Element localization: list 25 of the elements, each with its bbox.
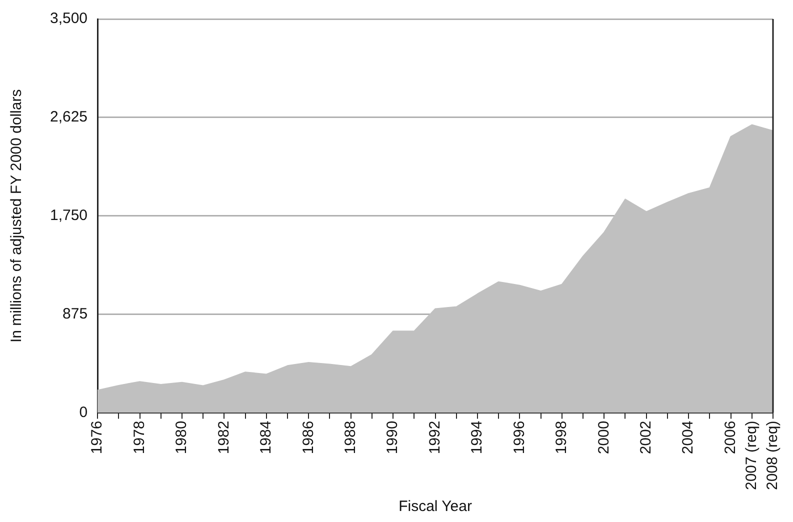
x-tick-label: 1992 xyxy=(426,420,444,454)
x-tick-label: 1996 xyxy=(510,420,528,454)
x-tick-label: 1978 xyxy=(130,420,148,454)
y-tick-label: 1,750 xyxy=(50,207,88,224)
y-tick-label: 3,500 xyxy=(50,10,88,28)
x-tick-label: 1984 xyxy=(258,420,275,454)
x-tick-label: 1998 xyxy=(553,420,570,454)
x-tick-label: 2000 xyxy=(595,420,612,454)
x-tick-label: 2008 (req) xyxy=(764,420,782,490)
x-tick-label: 1982 xyxy=(215,420,232,454)
x-tick-label: 2004 xyxy=(680,420,697,454)
y-axis-title: In millions of adjusted FY 2000 dollars xyxy=(8,89,26,342)
y-tick-label: 0 xyxy=(79,404,88,421)
x-axis-title: Fiscal Year xyxy=(398,498,472,516)
x-tick-label: 1994 xyxy=(468,420,486,454)
x-tick-label: 1990 xyxy=(384,420,402,454)
x-tick-label: 2006 xyxy=(722,420,739,454)
x-tick-label: 1988 xyxy=(342,420,359,454)
y-tick-label: 2,625 xyxy=(50,108,88,126)
y-tick-label: 875 xyxy=(62,305,88,322)
x-tick-label: 2007 (req) xyxy=(743,420,760,490)
x-tick-label: 1976 xyxy=(88,420,106,454)
x-tick-label: 2002 xyxy=(637,420,654,454)
x-tick-label: 1980 xyxy=(173,420,190,454)
x-tick-label: 1986 xyxy=(300,420,317,454)
